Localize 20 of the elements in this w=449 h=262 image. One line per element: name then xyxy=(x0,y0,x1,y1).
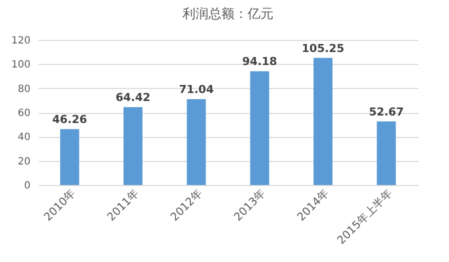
bar xyxy=(124,107,142,185)
y-tick-label: 100 xyxy=(11,60,30,71)
bar xyxy=(186,99,206,185)
y-tick-label: 40 xyxy=(18,132,30,144)
data-label: 52.67 xyxy=(368,105,404,118)
chart-title: 利润总额：亿元 xyxy=(182,7,274,22)
bar xyxy=(314,58,332,185)
data-label: 46.26 xyxy=(52,113,88,126)
bar xyxy=(60,129,80,185)
data-label: 94.18 xyxy=(242,55,278,68)
y-tick-label: 60 xyxy=(18,108,30,119)
bar xyxy=(376,121,396,185)
y-tick-label: 20 xyxy=(18,156,30,168)
y-tick-label: 80 xyxy=(18,84,30,95)
data-label: 105.25 xyxy=(302,42,344,55)
data-label: 71.04 xyxy=(178,83,214,96)
bar xyxy=(250,71,270,185)
y-tick-label: 120 xyxy=(11,36,30,46)
y-tick-label: 0 xyxy=(24,180,30,192)
data-label: 64.42 xyxy=(116,91,150,104)
